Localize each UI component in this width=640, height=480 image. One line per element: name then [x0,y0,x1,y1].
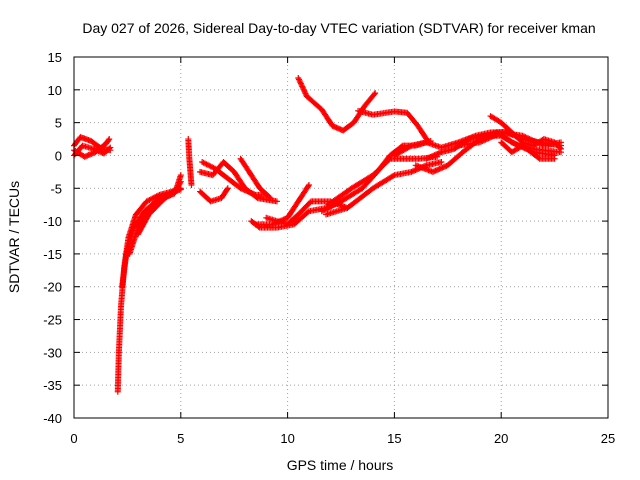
y-tick-label: -10 [43,214,62,229]
y-tick-label: -25 [43,313,62,328]
plus-markers [135,172,184,238]
series-trace-25 [455,129,565,149]
x-tick-label: 5 [177,431,184,446]
series-trace-18 [318,138,434,215]
series-trace-26 [498,139,558,162]
x-tick-label: 25 [601,431,615,446]
grid [74,57,608,418]
series-trace-11 [199,159,270,198]
series-trace-8 [185,136,195,188]
plus-markers [318,138,434,215]
series-trace-20 [323,159,445,218]
series-trace-16 [295,75,379,134]
plus-markers [185,136,195,188]
y-tick-label: 15 [48,50,62,65]
plus-markers [263,198,351,228]
y-tick-label: 5 [55,116,62,131]
y-tick-label: -20 [43,280,62,295]
series-trace-12 [237,155,274,202]
y-tick-label: -30 [43,345,62,360]
y-tick-label: -5 [50,181,62,196]
y-tick-label: -15 [43,247,62,262]
y-tick-label: 0 [55,148,62,163]
plus-markers [114,186,184,395]
plus-markers [455,129,565,149]
plot-frame [73,56,609,419]
axis-ticks: 0 5 10 15 20 25 -40 -35 -30 -25 -20 -15 -10 -5 0 5 10 15 [43,50,615,446]
plus-markers [237,155,274,202]
series-trace-15 [263,198,351,228]
y-tick-label: 10 [48,83,62,98]
chart-title: Day 027 of 2026, Sidereal Day-to-day VTE… [82,20,595,36]
x-tick-label: 15 [387,431,401,446]
x-tick-label: 20 [494,431,508,446]
series-trace-4 [114,186,184,395]
plus-markers [323,159,445,218]
y-tick-label: -35 [43,378,62,393]
plus-markers [295,75,379,134]
series-trace-10 [197,185,231,205]
plus-markers [199,159,270,198]
plus-markers [197,185,231,205]
x-tick-label: 10 [280,431,294,446]
series-trace-7 [135,172,184,238]
y-tick-label: -40 [43,411,62,426]
plus-markers [355,107,432,146]
series-trace-17 [355,107,432,146]
y-axis-label: SDTVAR / TECUs [6,181,22,293]
plus-markers [498,139,558,162]
x-axis-label: GPS time / hours [287,457,394,473]
data-series [71,75,565,395]
x-tick-label: 0 [70,431,77,446]
